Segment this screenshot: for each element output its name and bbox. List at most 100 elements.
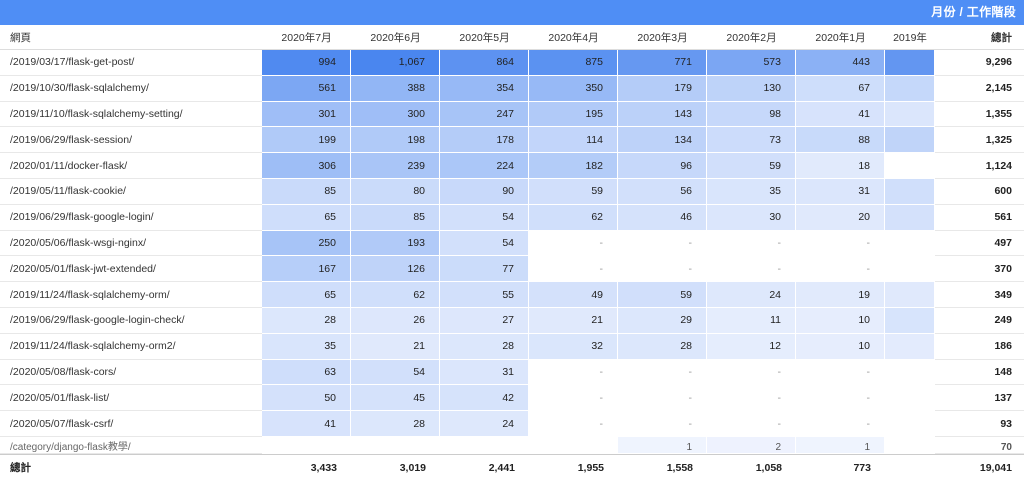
sessions-cell: 193 xyxy=(351,230,440,257)
table-row[interactable]: /2020/05/06/flask-wsgi-nginx/250 193 54- - -… xyxy=(0,230,1024,257)
sessions-cell: 2 xyxy=(707,436,796,454)
sessions-cell: - xyxy=(796,411,885,437)
sessions-cell: 130 xyxy=(707,75,796,102)
table-row[interactable]: /2019/11/24/flask-sqlalchemy-orm/65 62 55 4… xyxy=(0,282,1024,308)
sessions-cell: - xyxy=(796,385,885,412)
sessions-cell xyxy=(885,50,935,76)
column-header-month[interactable]: 2020年1月 xyxy=(796,25,885,50)
column-header-month[interactable]: 2020年3月 xyxy=(618,25,707,50)
column-header-month[interactable]: 2020年6月 xyxy=(351,25,440,50)
table-row[interactable]: /2020/05/01/flask-jwt-extended/167 126 77-… xyxy=(0,256,1024,283)
sessions-cell: - xyxy=(529,256,618,283)
table-row[interactable]: /category/django-flask教學/1 2 1 70 xyxy=(0,436,1024,454)
sessions-cell xyxy=(885,333,935,360)
sessions-cell xyxy=(885,282,935,308)
sessions-cell: 42 xyxy=(440,385,529,412)
page-path-cell[interactable]: /2019/11/24/flask-sqlalchemy-orm2/ xyxy=(0,334,262,360)
sessions-cell: 24 xyxy=(707,282,796,308)
sessions-cell: 12 xyxy=(707,333,796,360)
sessions-cell: 20 xyxy=(796,204,885,231)
sessions-cell: 62 xyxy=(351,282,440,308)
pivot-body: /2019/03/17/flask-get-post/994 1,067 864 87… xyxy=(0,50,1024,454)
sessions-cell: 178 xyxy=(440,127,529,154)
sessions-cell: 167 xyxy=(262,256,351,283)
sessions-cell: 21 xyxy=(529,307,618,334)
table-row[interactable]: /2019/06/29/flask-google-login-check/28 2… xyxy=(0,307,1024,334)
sessions-cell: 179 xyxy=(618,75,707,102)
sessions-cell: 350 xyxy=(529,75,618,102)
table-row[interactable]: /2019/10/30/flask-sqlalchemy/561 388 354 35… xyxy=(0,75,1024,102)
grand-total-value xyxy=(885,453,935,481)
sessions-cell: - xyxy=(618,411,707,437)
page-path-cell[interactable]: /2020/05/07/flask-csrf/ xyxy=(0,411,262,437)
sessions-cell xyxy=(885,230,935,257)
sessions-cell: 65 xyxy=(262,282,351,308)
pivot-header-bar: 月份 / 工作階段 xyxy=(0,0,1024,25)
page-path-cell[interactable]: /2019/06/29/flask-google-login/ xyxy=(0,205,262,231)
sessions-cell: 27 xyxy=(440,307,529,334)
sessions-cell: 26 xyxy=(351,307,440,334)
page-path-cell[interactable]: /2020/05/01/flask-list/ xyxy=(0,385,262,412)
sessions-cell: 77 xyxy=(440,256,529,283)
sessions-cell: 63 xyxy=(262,359,351,386)
page-path-cell[interactable]: /2019/11/10/flask-sqlalchemy-setting/ xyxy=(0,102,262,128)
sessions-cell: - xyxy=(707,256,796,283)
sessions-cell: 73 xyxy=(707,127,796,154)
page-path-cell[interactable]: /2020/01/11/docker-flask/ xyxy=(0,153,262,179)
grand-total-value: 3,019 xyxy=(351,453,440,481)
sessions-cell: 11 xyxy=(707,307,796,334)
sessions-cell: - xyxy=(796,230,885,257)
column-header-month[interactable]: 2020年4月 xyxy=(529,25,618,50)
column-header-page[interactable]: 網頁 xyxy=(0,25,262,50)
page-path-cell[interactable]: /2019/05/11/flask-cookie/ xyxy=(0,179,262,205)
sessions-cell: 143 xyxy=(618,101,707,128)
sessions-cell: 85 xyxy=(262,178,351,205)
page-path-cell[interactable]: /category/django-flask教學/ xyxy=(0,437,262,454)
sessions-cell: 864 xyxy=(440,50,529,76)
sessions-cell: - xyxy=(529,385,618,412)
column-header-total[interactable]: 總計 xyxy=(935,25,1024,50)
grand-total-value: 1,058 xyxy=(707,453,796,481)
sessions-cell xyxy=(529,436,618,454)
sessions-cell xyxy=(885,204,935,231)
sessions-cell: 80 xyxy=(351,178,440,205)
table-row[interactable]: /2020/01/11/docker-flask/306 239 224 182 96 5… xyxy=(0,153,1024,179)
sessions-cell xyxy=(885,436,935,454)
page-path-cell[interactable]: /2020/05/08/flask-cors/ xyxy=(0,360,262,386)
table-row[interactable]: /2020/05/07/flask-csrf/41 28 24- - - -93 xyxy=(0,411,1024,437)
table-row[interactable]: /2020/05/01/flask-list/50 45 42- - - -137 xyxy=(0,385,1024,412)
sessions-cell: 28 xyxy=(262,307,351,334)
row-total-cell: 1,355 xyxy=(935,102,1024,128)
sessions-cell: 29 xyxy=(618,307,707,334)
page-path-cell[interactable]: /2020/05/06/flask-wsgi-nginx/ xyxy=(0,231,262,257)
page-path-cell[interactable]: /2019/10/30/flask-sqlalchemy/ xyxy=(0,76,262,102)
column-header-month[interactable]: 2020年7月 xyxy=(262,25,351,50)
page-path-cell[interactable]: /2019/11/24/flask-sqlalchemy-orm/ xyxy=(0,282,262,308)
sessions-cell xyxy=(262,436,351,454)
sessions-cell: - xyxy=(529,411,618,437)
column-header-year[interactable]: 2019年 xyxy=(885,25,935,50)
table-row[interactable]: /2020/05/08/flask-cors/63 54 31- - - -148 xyxy=(0,359,1024,386)
table-row[interactable]: /2019/06/29/flask-session/199 198 178 114 13… xyxy=(0,127,1024,154)
sessions-cell: 10 xyxy=(796,333,885,360)
page-path-cell[interactable]: /2019/06/29/flask-google-login-check/ xyxy=(0,308,262,334)
sessions-cell: 300 xyxy=(351,101,440,128)
sessions-cell: 1,067 xyxy=(351,50,440,76)
sessions-cell: 224 xyxy=(440,153,529,179)
table-row[interactable]: /2019/06/29/flask-google-login/65 85 54 62 4… xyxy=(0,204,1024,231)
page-path-cell[interactable]: /2019/03/17/flask-get-post/ xyxy=(0,50,262,76)
column-header-month[interactable]: 2020年2月 xyxy=(707,25,796,50)
sessions-cell xyxy=(885,411,935,437)
table-row[interactable]: /2019/05/11/flask-cookie/85 80 90 59 56 35 31 6… xyxy=(0,178,1024,205)
sessions-cell: 59 xyxy=(529,178,618,205)
column-header-month[interactable]: 2020年5月 xyxy=(440,25,529,50)
page-path-cell[interactable]: /2019/06/29/flask-session/ xyxy=(0,127,262,154)
sessions-cell xyxy=(885,359,935,386)
table-row[interactable]: /2019/03/17/flask-get-post/994 1,067 864 87… xyxy=(0,50,1024,76)
sessions-cell: 24 xyxy=(440,411,529,437)
table-row[interactable]: /2019/11/24/flask-sqlalchemy-orm2/35 21 28… xyxy=(0,333,1024,360)
row-total-cell: 249 xyxy=(935,308,1024,334)
table-row[interactable]: /2019/11/10/flask-sqlalchemy-setting/301… xyxy=(0,101,1024,128)
grand-total-sum: 19,041 xyxy=(935,453,1024,481)
page-path-cell[interactable]: /2020/05/01/flask-jwt-extended/ xyxy=(0,256,262,283)
